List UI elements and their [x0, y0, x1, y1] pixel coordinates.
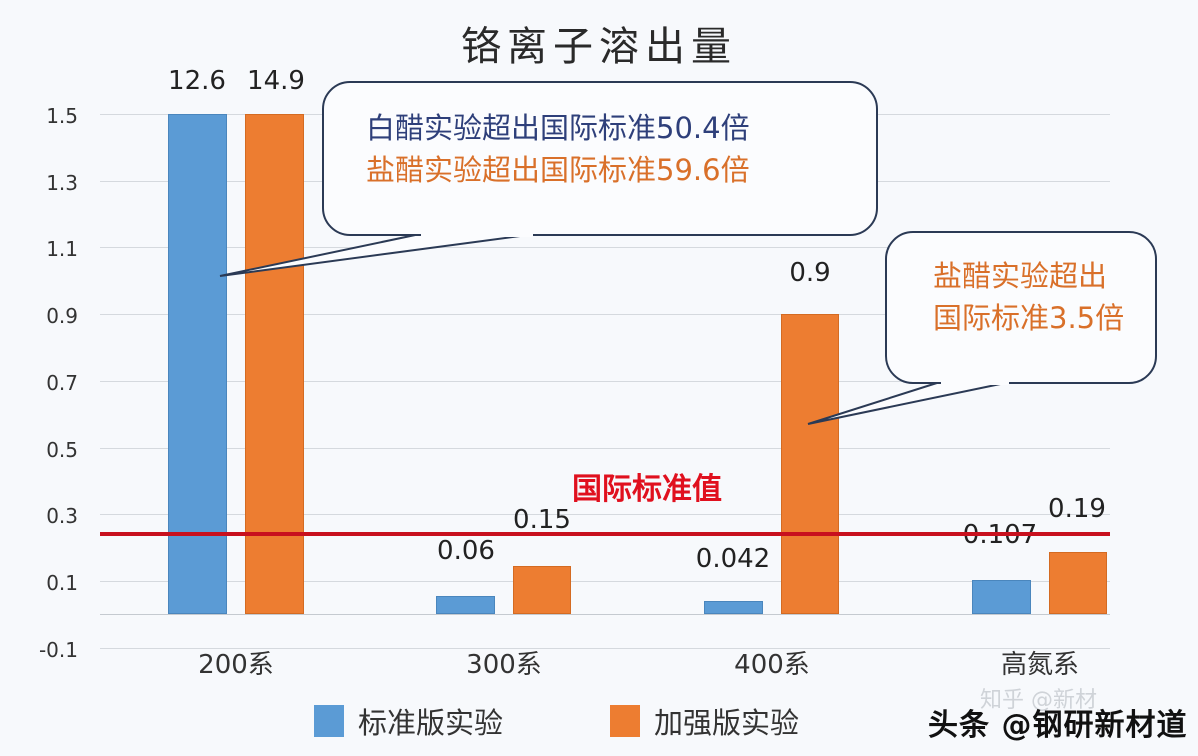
legend-swatch-orange	[610, 705, 640, 737]
legend-label: 加强版实验	[654, 706, 800, 740]
bar-enhanced-high-nitrogen	[1049, 552, 1107, 614]
value-label: 0.9	[789, 258, 831, 288]
bar-standard-200	[168, 114, 227, 614]
gridline	[100, 247, 1110, 248]
y-tick-label: 1.1	[46, 237, 78, 261]
gridline	[100, 581, 1110, 582]
gridline	[100, 648, 1110, 649]
bar-enhanced-200	[245, 114, 304, 614]
value-label: 0.042	[695, 544, 771, 574]
x-tick-label: 200系	[198, 650, 274, 680]
gridline	[100, 381, 1110, 382]
bar-enhanced-300	[513, 566, 571, 614]
y-tick-label: 0.5	[46, 438, 78, 462]
watermark-faint: 知乎 @新材	[980, 688, 1097, 713]
bar-standard-400	[704, 601, 763, 614]
y-tick-label: 0.9	[46, 304, 78, 328]
y-tick-label: 1.5	[46, 104, 78, 128]
callout-line-salt-vinegar: 盐醋实验超出国际标准59.6倍	[366, 153, 750, 187]
x-tick-label: 300系	[466, 650, 542, 680]
callout-tail-joint	[421, 232, 533, 237]
legend-label: 标准版实验	[358, 706, 504, 740]
legend-item-standard: 标准版实验	[314, 700, 503, 742]
x-tick-label: 400系	[734, 650, 810, 680]
value-label: 0.19	[1048, 494, 1106, 524]
callout-line-white-vinegar: 白醋实验超出国际标准50.4倍	[366, 111, 750, 145]
value-label: 14.9	[247, 66, 305, 96]
y-tick-label: 0.1	[46, 571, 78, 595]
watermark: 头条 @钢研新材道	[928, 708, 1188, 743]
legend-item-enhanced: 加强版实验	[610, 700, 799, 742]
callout-line-1: 盐醋实验超出	[933, 259, 1108, 293]
callout-line-2: 国际标准3.5倍	[933, 301, 1125, 335]
y-tick-label: 1.3	[46, 171, 78, 195]
callout-400-series: 盐醋实验超出 国际标准3.5倍	[885, 231, 1157, 384]
x-tick-label: 高氮系	[1000, 650, 1079, 680]
gridline	[100, 314, 1110, 315]
value-label: 0.06	[437, 536, 495, 566]
y-tick-label: -0.1	[38, 638, 78, 662]
chart-title: 铬离子溶出量	[461, 24, 737, 70]
gridline	[100, 448, 1110, 449]
callout-200-series: 白醋实验超出国际标准50.4倍 盐醋实验超出国际标准59.6倍	[322, 81, 878, 236]
value-label: 0.15	[513, 505, 571, 535]
legend-swatch-blue	[314, 705, 344, 737]
gridline	[100, 514, 1110, 515]
value-label: 12.6	[168, 66, 226, 96]
bar-standard-high-nitrogen	[972, 580, 1031, 614]
zero-axis-line	[100, 614, 1110, 615]
bar-enhanced-400	[781, 314, 839, 614]
callout-tail-joint	[941, 380, 1009, 385]
reference-line-label: 国际标准值	[572, 472, 722, 507]
y-tick-label: 0.7	[46, 371, 78, 395]
reference-line	[100, 532, 1110, 536]
bar-standard-300	[436, 596, 495, 614]
y-tick-label: 0.3	[46, 504, 78, 528]
